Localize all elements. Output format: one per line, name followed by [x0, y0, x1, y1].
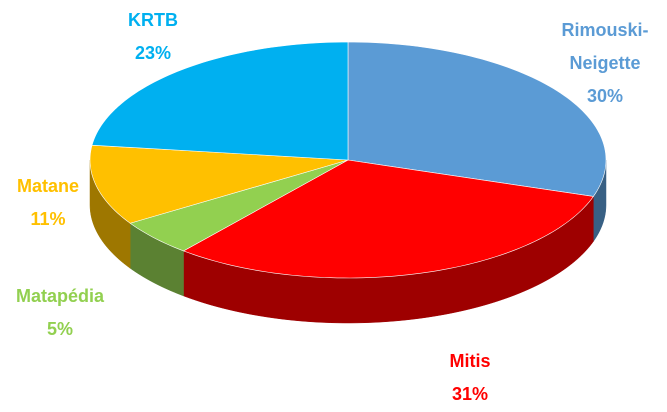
category-name: Mitis [449, 351, 491, 371]
slice-label: KRTB 23% [108, 4, 198, 70]
value-label: 30% [586, 86, 624, 106]
slice-label: Rimouski-Neigette 30% [550, 14, 660, 113]
value-label: 5% [46, 319, 73, 339]
slice [129, 159, 349, 252]
value-label: 11% [30, 209, 66, 229]
category-name: Rimouski-Neigette [561, 20, 649, 73]
slice [347, 41, 607, 197]
slice [91, 41, 349, 161]
value-label: 31% [451, 384, 489, 404]
slice [182, 159, 594, 279]
slice-label: Matane 11% [0, 170, 98, 236]
category-name: Matane [16, 176, 79, 196]
slice-label: Matapédia 5% [0, 280, 120, 346]
slice-label: Mitis 31% [425, 345, 515, 411]
category-name: Matapédia [15, 286, 105, 306]
category-name: KRTB [128, 10, 178, 30]
slice [89, 144, 349, 224]
value-label: 23% [134, 43, 172, 63]
